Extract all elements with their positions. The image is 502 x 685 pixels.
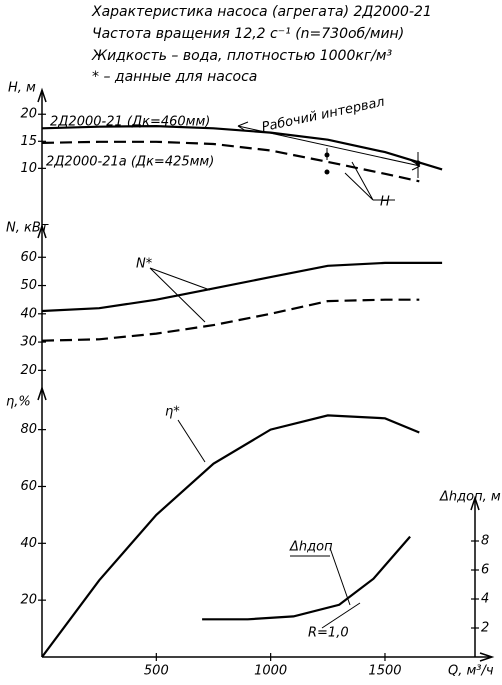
series-label: Δhдоп	[289, 540, 333, 555]
y-tick-label: 20	[20, 593, 37, 608]
y-tick-label: 20	[20, 107, 37, 122]
leader	[177, 419, 206, 463]
annotation: η*	[165, 405, 180, 420]
point	[324, 152, 330, 158]
title: Частота вращения 12,2 с⁻¹ (n=730об/мин)	[92, 26, 404, 42]
y-axis-label: Δhдоп, м	[439, 490, 501, 505]
annotation: N*	[136, 257, 153, 272]
y-axis-label: η,%	[6, 395, 31, 410]
y-axis-label: H, м	[8, 81, 36, 96]
point	[415, 160, 421, 166]
point	[324, 169, 330, 175]
curve	[41, 298, 420, 342]
y-tick-label: 60	[20, 479, 37, 494]
series-label: 2Д2000-21 (Дк=460мм)	[50, 115, 210, 130]
y-tick-label: 4	[481, 592, 489, 607]
title: Характеристика насоса (агрегата) 2Д2000-…	[91, 4, 432, 20]
x-tick-label: 500	[144, 664, 169, 679]
y-tick-label: 40	[20, 306, 37, 321]
y-axis-label: N, кВт	[6, 221, 49, 236]
curve	[41, 140, 420, 183]
y-tick-label: 10	[20, 161, 37, 176]
leader	[344, 161, 395, 201]
x-axis-label: Q, м³/ч	[448, 664, 494, 679]
leader	[237, 121, 249, 132]
axes	[37, 87, 495, 662]
y-tick-label: 50	[20, 278, 37, 293]
title: Жидкость – вода, плотностью 1000кг/м³	[91, 48, 392, 64]
y-tick-label: 60	[20, 250, 37, 265]
leader	[321, 602, 361, 629]
annotation: Н	[380, 195, 390, 210]
curve	[41, 414, 420, 658]
x-tick-label: 1500	[368, 664, 401, 679]
annotation: Рабочий интервал	[260, 95, 386, 136]
curve	[202, 535, 411, 621]
y-tick-label: 15	[20, 134, 37, 149]
leader	[237, 125, 421, 167]
series-label: 2Д2000-21а (Дк=425мм)	[46, 155, 214, 170]
y-tick-label: 80	[20, 422, 37, 437]
curve	[41, 124, 443, 171]
y-tick-label: 20	[20, 363, 37, 378]
y-tick-label: 8	[481, 534, 489, 549]
curve	[41, 261, 443, 313]
leader	[149, 267, 211, 323]
y-tick-label: 40	[20, 536, 37, 551]
annotation: R=1,0	[308, 626, 349, 641]
y-tick-label: 6	[481, 563, 489, 578]
y-tick-label: 2	[481, 621, 489, 636]
y-tick-label: 30	[20, 335, 37, 350]
leader	[290, 547, 351, 606]
title: * – данные для насоса	[92, 69, 257, 85]
x-tick-label: 1000	[254, 664, 287, 679]
